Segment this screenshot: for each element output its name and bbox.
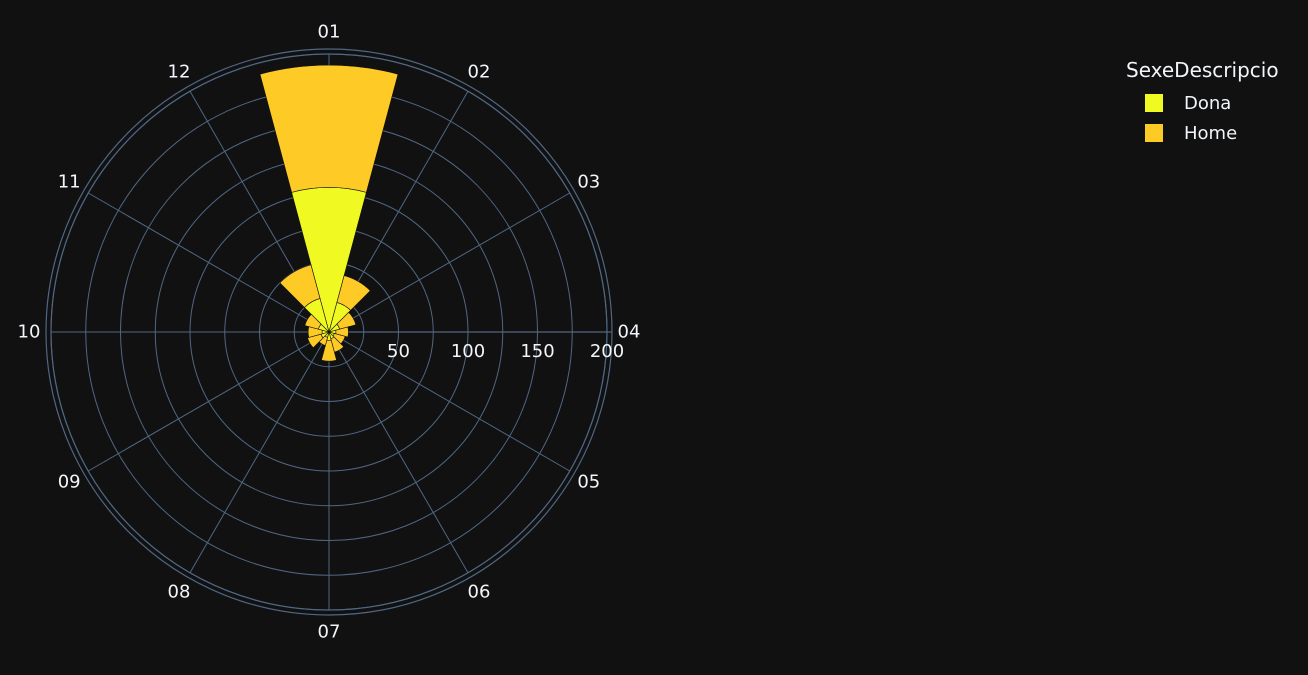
- grid-spoke: [87, 331, 330, 472]
- bar-home-06: [330, 336, 345, 353]
- angular-tick-label: 10: [18, 322, 41, 343]
- angular-tick-label: 04: [618, 322, 641, 343]
- bar-dona-01: [291, 187, 367, 334]
- angular-tick-label: 11: [58, 172, 81, 193]
- bar-home-08: [318, 335, 328, 346]
- bars: [259, 64, 399, 362]
- bar-home-02: [336, 275, 371, 311]
- legend-swatch-home: [1145, 124, 1163, 142]
- radial-tick-label: 100: [451, 341, 485, 362]
- radial-tick-label: 200: [590, 341, 624, 362]
- angular-tick-label: 07: [318, 622, 341, 643]
- legend-title: SexeDescripcio: [1126, 58, 1279, 82]
- grid-spoke: [189, 331, 330, 574]
- angular-tick-label: 08: [168, 581, 191, 602]
- angular-tick-label: 02: [468, 62, 491, 83]
- legend-swatch-dona: [1145, 94, 1163, 112]
- grid-spoke: [328, 331, 571, 472]
- angular-tick-label: 06: [468, 581, 491, 602]
- legend-label-home: Home: [1184, 122, 1238, 144]
- legend-item-dona[interactable]: Dona: [1126, 88, 1279, 118]
- radial-tick-label: 150: [520, 341, 554, 362]
- angular-tick-label: 05: [577, 472, 600, 493]
- grid-spoke: [87, 192, 330, 333]
- angular-tick-label: 01: [318, 22, 341, 43]
- bar-home-01: [259, 64, 399, 193]
- bar-home-12: [279, 264, 321, 308]
- legend-item-home[interactable]: Home: [1126, 118, 1279, 148]
- legend: SexeDescripcio Dona Home: [1126, 58, 1279, 148]
- bar-home-10: [307, 326, 323, 338]
- angular-tick-label: 03: [577, 172, 600, 193]
- angular-tick-label: 12: [168, 62, 191, 83]
- radial-tick-label: 50: [387, 341, 410, 362]
- radial-tick-labels: 50 100 150 200: [387, 341, 624, 362]
- legend-label-dona: Dona: [1184, 92, 1232, 114]
- bar-home-11: [304, 313, 322, 330]
- angular-tick-labels: 01 02 03 04 05 06 07 08 09 10 11 12: [18, 22, 641, 643]
- grid-spoke: [328, 331, 469, 574]
- bar-home-05: [332, 333, 346, 345]
- angular-tick-label: 09: [58, 472, 81, 493]
- grid-spoke: [328, 192, 571, 333]
